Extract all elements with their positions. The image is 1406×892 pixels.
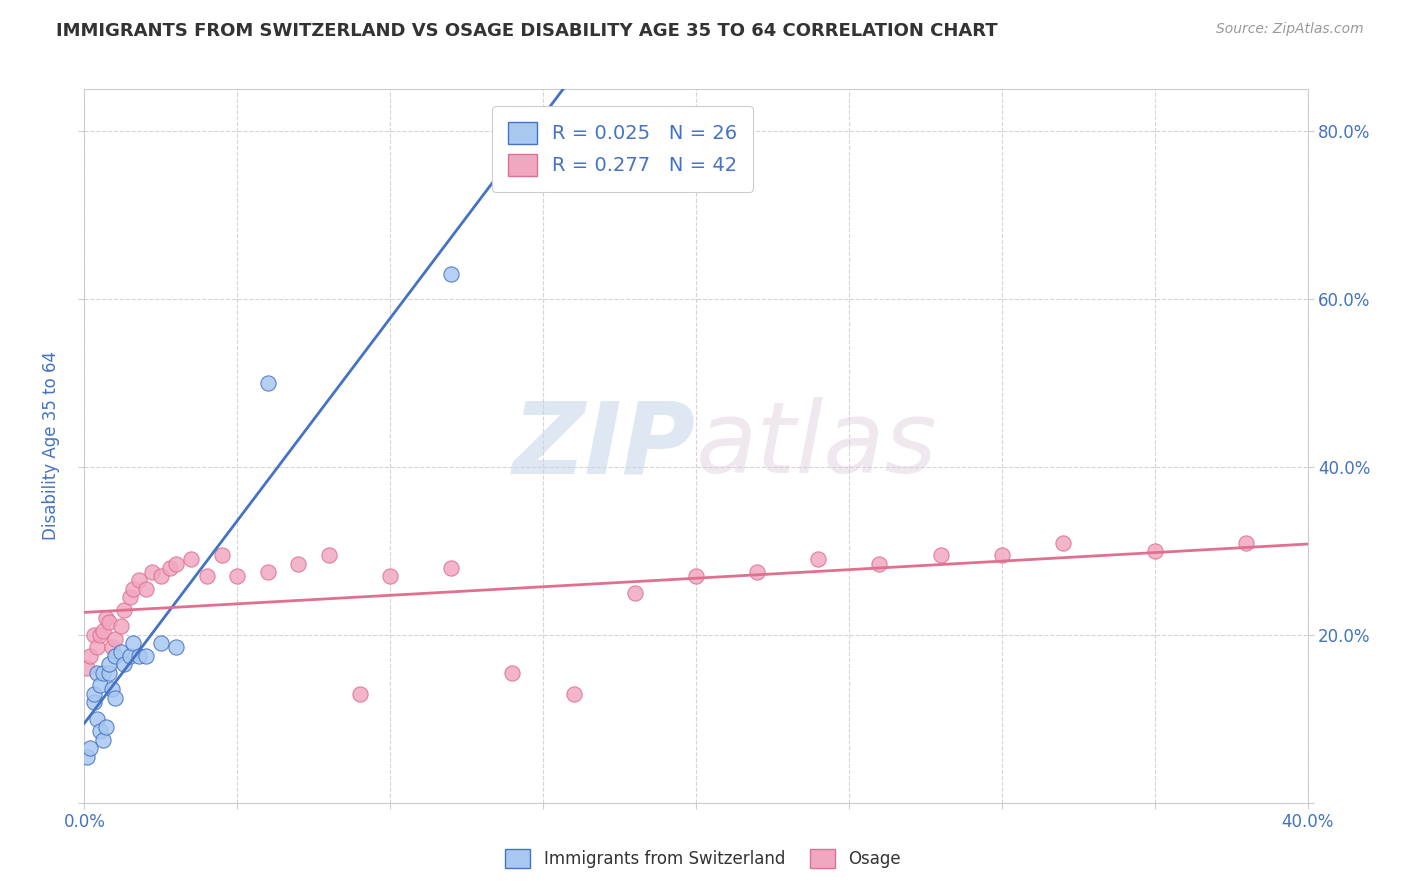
Text: Source: ZipAtlas.com: Source: ZipAtlas.com	[1216, 22, 1364, 37]
Point	[112, 603, 135, 617]
Point	[226, 569, 249, 583]
Point	[1143, 544, 1166, 558]
Point	[79, 741, 101, 756]
Point	[180, 552, 202, 566]
Point	[79, 648, 101, 663]
Point	[110, 619, 132, 633]
Point	[1052, 535, 1074, 549]
Point	[349, 687, 371, 701]
Point	[165, 640, 187, 655]
Point	[128, 648, 150, 663]
Point	[624, 586, 647, 600]
Point	[380, 569, 402, 583]
Point	[440, 560, 463, 574]
Point	[104, 690, 127, 705]
Point	[110, 645, 132, 659]
Point	[112, 657, 135, 672]
Point	[89, 724, 111, 739]
Point	[97, 615, 120, 630]
Point	[149, 569, 172, 583]
Point	[440, 267, 463, 281]
Point	[86, 712, 108, 726]
Point	[83, 628, 105, 642]
Point	[869, 557, 891, 571]
Y-axis label: Disability Age 35 to 64: Disability Age 35 to 64	[42, 351, 60, 541]
Point	[165, 557, 187, 571]
Point	[91, 665, 114, 680]
Point	[94, 720, 117, 734]
Point	[141, 565, 163, 579]
Point	[318, 548, 340, 562]
Point	[83, 695, 105, 709]
Legend: Immigrants from Switzerland, Osage: Immigrants from Switzerland, Osage	[499, 842, 907, 875]
Text: IMMIGRANTS FROM SWITZERLAND VS OSAGE DISABILITY AGE 35 TO 64 CORRELATION CHART: IMMIGRANTS FROM SWITZERLAND VS OSAGE DIS…	[56, 22, 998, 40]
Point	[257, 376, 280, 390]
Point	[562, 687, 585, 701]
Point	[685, 569, 707, 583]
Point	[76, 661, 98, 675]
Point	[211, 548, 233, 562]
Point	[91, 732, 114, 747]
Legend: R = 0.025   N = 26, R = 0.277   N = 42: R = 0.025 N = 26, R = 0.277 N = 42	[492, 106, 754, 192]
Point	[83, 687, 105, 701]
Point	[120, 590, 142, 604]
Point	[257, 565, 280, 579]
Point	[89, 678, 111, 692]
Point	[97, 657, 120, 672]
Point	[76, 749, 98, 764]
Point	[104, 648, 127, 663]
Point	[104, 632, 127, 646]
Point	[97, 665, 120, 680]
Point	[991, 548, 1014, 562]
Point	[159, 560, 181, 574]
Point	[101, 682, 124, 697]
Point	[122, 582, 145, 596]
Point	[89, 628, 111, 642]
Point	[122, 636, 145, 650]
Point	[135, 648, 157, 663]
Point	[195, 569, 218, 583]
Point	[101, 640, 124, 655]
Point	[128, 574, 150, 588]
Point	[807, 552, 830, 566]
Text: ZIP: ZIP	[513, 398, 696, 494]
Point	[929, 548, 952, 562]
Point	[94, 611, 117, 625]
Point	[1236, 535, 1258, 549]
Point	[287, 557, 309, 571]
Point	[135, 582, 157, 596]
Point	[91, 624, 114, 638]
Text: atlas: atlas	[696, 398, 938, 494]
Point	[149, 636, 172, 650]
Point	[86, 665, 108, 680]
Point	[120, 648, 142, 663]
Point	[502, 665, 524, 680]
Point	[86, 640, 108, 655]
Point	[747, 565, 769, 579]
